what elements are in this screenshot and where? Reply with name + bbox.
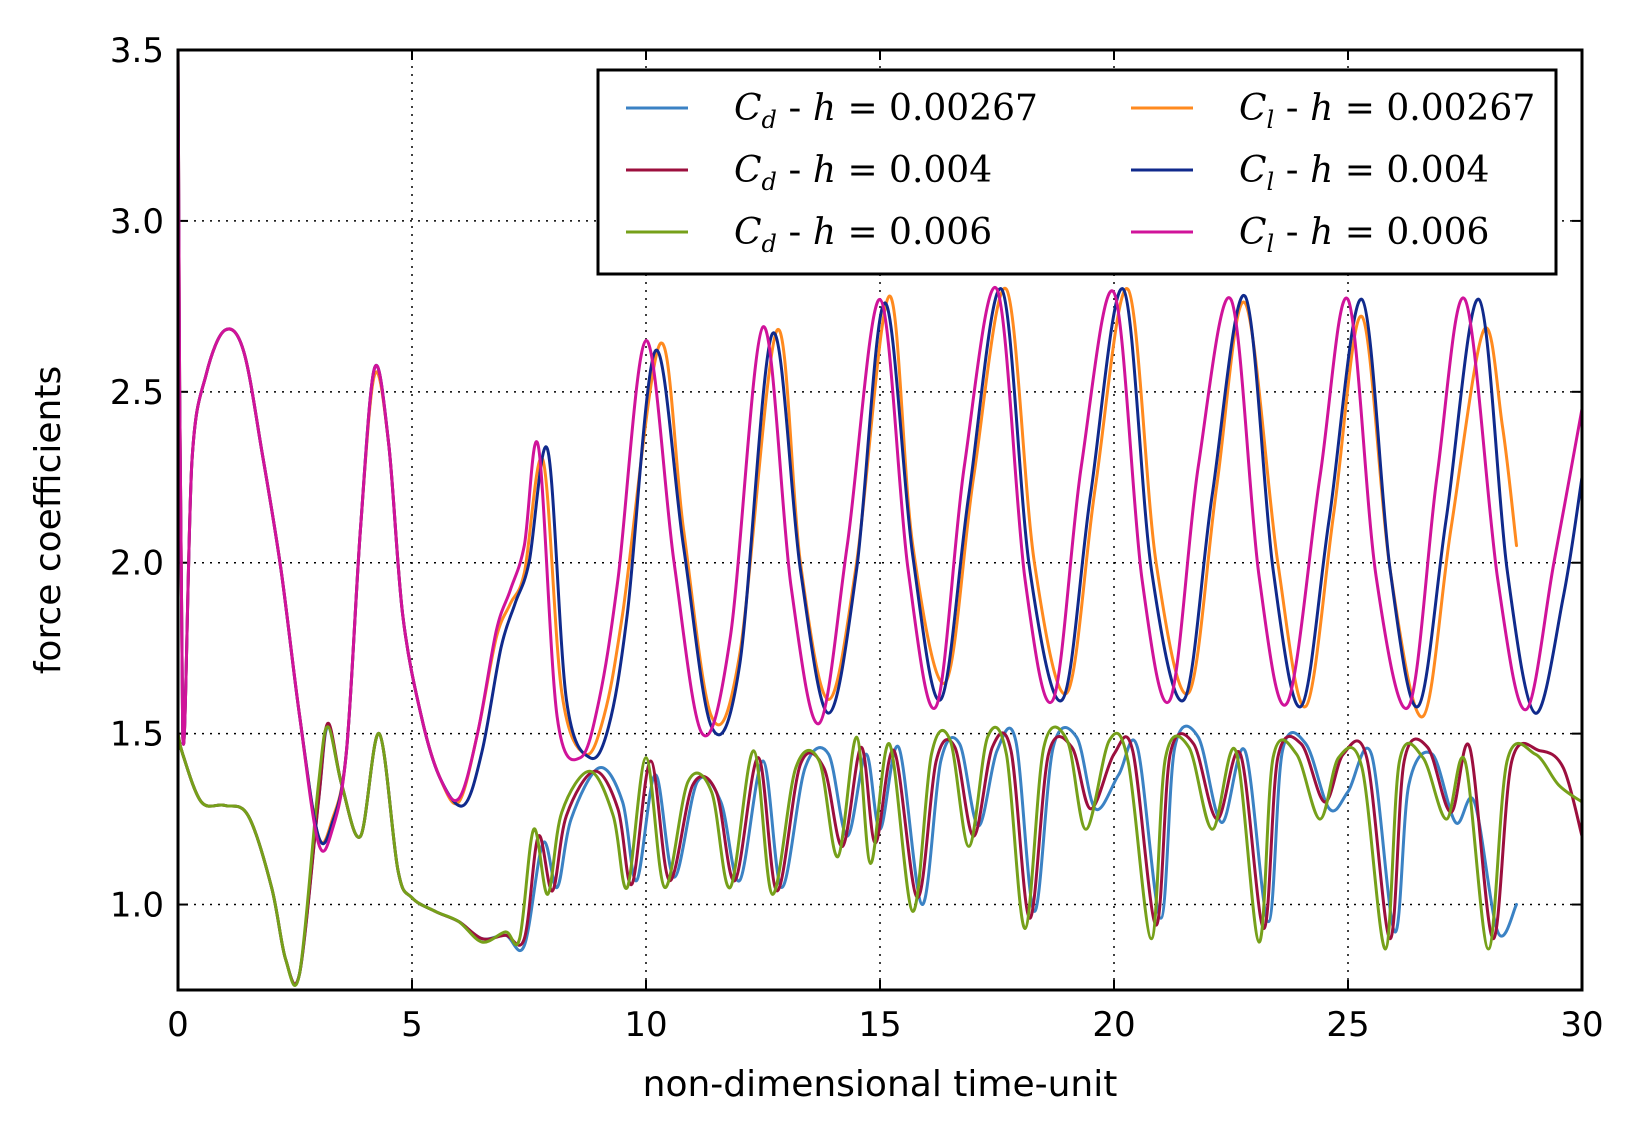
y-tick-label: 1.0 — [110, 886, 164, 926]
y-tick-label: 2.0 — [110, 544, 164, 584]
series-layer — [178, 50, 1582, 987]
legend-label: Cd - h = 0.00267 — [734, 88, 1038, 134]
legend-box — [596, 68, 1558, 276]
ticks: 0 5 10 15 20 25 30 1.0 1.5 2.0 2.5 3.0 3.5 — [110, 31, 1604, 1045]
x-axis-label: non-dimensional time-unit — [643, 1064, 1118, 1105]
x-tick-label: 10 — [624, 1005, 667, 1045]
y-tick-label: 3.5 — [110, 31, 164, 71]
legend-label: Cd - h = 0.006 — [734, 212, 992, 258]
y-tick-label: 1.5 — [110, 715, 164, 755]
series-line-6 — [178, 50, 1582, 853]
y-tick-label: 3.0 — [110, 202, 164, 242]
x-tick-label: 30 — [1560, 1005, 1603, 1045]
x-tick-label: 5 — [401, 1005, 423, 1045]
legend-label: Cd - h = 0.004 — [734, 150, 992, 196]
y-axis-label: force coefficients — [28, 366, 69, 675]
plot-frame — [176, 48, 1584, 992]
series-line-3 — [178, 725, 1582, 987]
x-tick-label: 0 — [167, 1005, 189, 1045]
legend-label: Cl - h = 0.00267 — [1239, 88, 1535, 134]
x-tick-label: 20 — [1092, 1005, 1135, 1045]
x-tick-label: 25 — [1326, 1005, 1369, 1045]
legend-label: Cl - h = 0.006 — [1239, 212, 1489, 258]
y-tick-label: 2.5 — [110, 373, 164, 413]
x-tick-label: 15 — [858, 1005, 901, 1045]
legend-label: Cl - h = 0.004 — [1239, 150, 1489, 196]
legend: Cd - h = 0.00267 Cd - h = 0.004 Cd - h = 0… — [596, 68, 1558, 276]
